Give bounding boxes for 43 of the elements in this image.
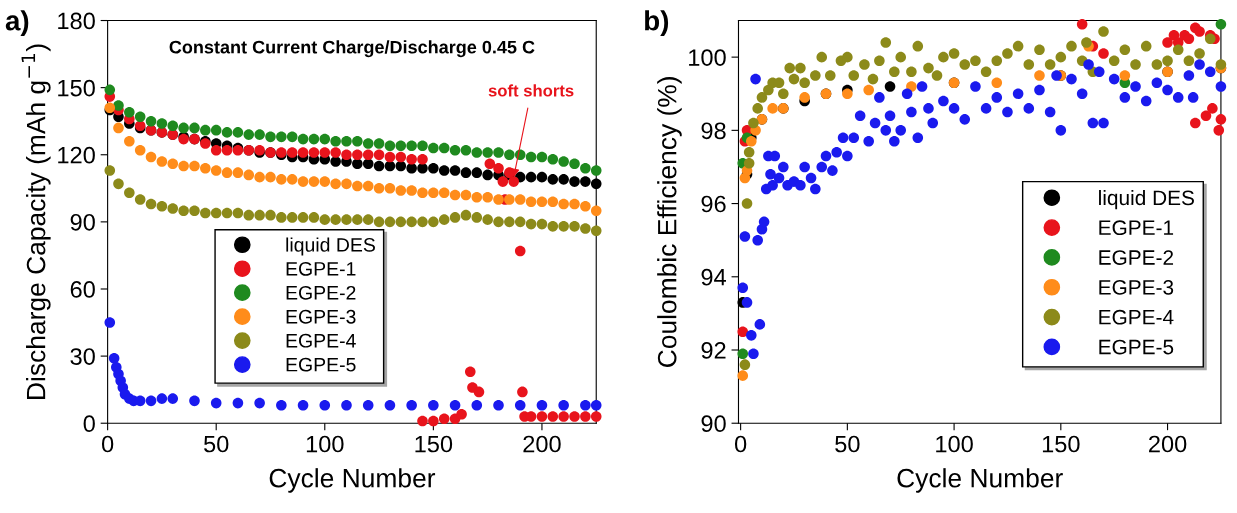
legend-label: EGPE-2 xyxy=(286,285,356,300)
y-tick-label: 90 xyxy=(70,213,95,231)
x-tick-label: 200 xyxy=(523,435,561,453)
y-tick-label: 92 xyxy=(701,342,726,359)
x-tick-label: 50 xyxy=(204,435,229,453)
y-tick-label: 150 xyxy=(58,79,95,97)
x-tick-label: 200 xyxy=(1149,435,1187,453)
legend-label: EGPE-4 xyxy=(1099,309,1174,325)
legend-label: EGPE-5 xyxy=(286,357,356,372)
x-tick-label: 0 xyxy=(101,435,114,453)
y-tick-label: 90 xyxy=(701,415,726,433)
y-tick-label: 96 xyxy=(701,195,726,213)
legend-label: liquid DES xyxy=(286,237,375,256)
y-tick-label: 0 xyxy=(83,415,95,433)
y-tick-label: 94 xyxy=(701,268,726,286)
x-axis-title: Cycle Number xyxy=(897,468,1063,493)
y-axis-title: Coulombic Efficiency (%) xyxy=(657,77,682,367)
legend-label: EGPE-1 xyxy=(286,261,356,276)
x-tick-label: 150 xyxy=(1042,435,1080,453)
legend-label: EGPE-4 xyxy=(286,333,356,348)
text: Constant Current Charge/Discharge 0.45 C xyxy=(169,40,535,58)
y-tick-label: 100 xyxy=(689,49,726,66)
x-tick-label: 0 xyxy=(734,435,747,453)
legend-label: liquid DES xyxy=(1099,189,1194,210)
legend-label: EGPE-5 xyxy=(1099,339,1174,355)
x-tick-label: 50 xyxy=(835,435,860,453)
text: b) xyxy=(645,10,669,37)
legend-label: EGPE-3 xyxy=(286,309,356,324)
legend-label: EGPE-3 xyxy=(1099,279,1174,295)
x-tick-label: 100 xyxy=(936,435,973,453)
x-axis-title: Cycle Number xyxy=(269,468,436,493)
y-tick-label: 120 xyxy=(58,146,95,164)
x-tick-label: 100 xyxy=(306,435,344,453)
y-tick-label: 98 xyxy=(701,122,726,140)
y-tick-label: 180 xyxy=(58,12,95,30)
x-tick-label: 150 xyxy=(415,435,453,453)
y-tick-label: 30 xyxy=(70,348,95,365)
y-tick-label: 60 xyxy=(70,281,95,298)
annotation: soft shorts xyxy=(488,84,574,97)
legend-label: EGPE-1 xyxy=(1099,220,1174,236)
legend-label: EGPE-2 xyxy=(1099,250,1174,265)
text: a) xyxy=(5,10,29,37)
y-axis-title: Discharge Capacity (mAh g$^{−1}$) xyxy=(21,44,51,399)
